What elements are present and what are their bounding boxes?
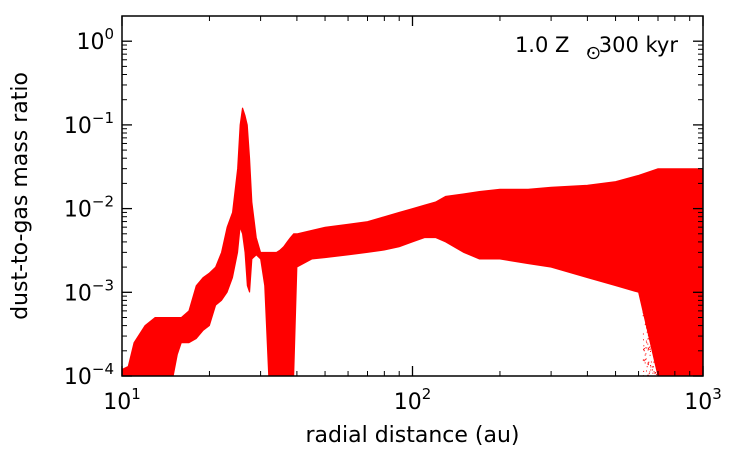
y-tick-label-3: 10−1 [64, 109, 114, 139]
series-band-0 [122, 107, 703, 376]
y-tick-label-4: 100 [76, 25, 114, 55]
data-layer [122, 107, 703, 376]
y-tick-label-0: 10−4 [64, 360, 114, 390]
y-axis-label: dust-to-gas mass ratio [8, 72, 33, 320]
x-tick-label-0: 101 [103, 385, 141, 415]
y-tick-label-1: 10−3 [64, 276, 114, 306]
labels-layer: 101 102 103 10−4 10−3 10−2 10−1 100 radial dista… [8, 25, 722, 448]
annotation-metallicity-age: 1.0 Z, 300 kyr [515, 33, 678, 57]
series-scatter-dots [642, 252, 703, 376]
x-tick-label-1: 102 [394, 385, 432, 415]
y-tick-label-2: 10−2 [64, 193, 114, 223]
x-axis-label: radial distance (au) [306, 423, 520, 448]
x-tick-label-2: 103 [684, 385, 722, 415]
axes-layer [121, 15, 704, 377]
sun-symbol-icon [587, 46, 600, 60]
